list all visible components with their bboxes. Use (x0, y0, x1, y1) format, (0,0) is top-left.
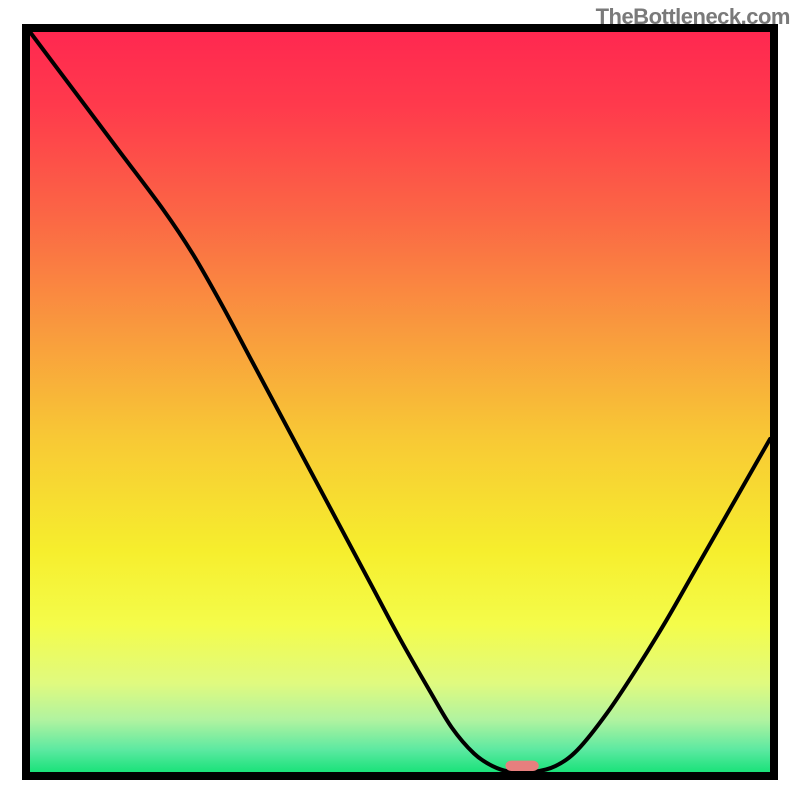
optimal-marker (505, 761, 538, 771)
gradient-background (30, 32, 770, 772)
bottleneck-chart (0, 0, 800, 800)
chart-container: TheBottleneck.com (0, 0, 800, 800)
